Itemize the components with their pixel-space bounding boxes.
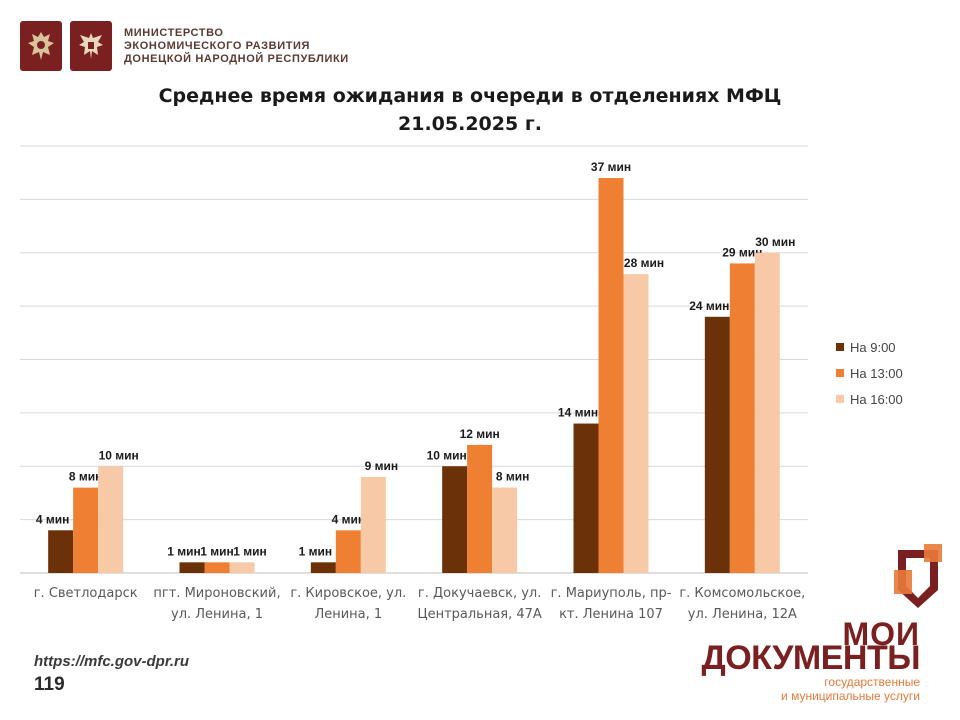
data-label: 4 мин [332,512,366,526]
bar-3-series-1 [310,562,336,573]
bar-1-series-3 [98,466,124,573]
category-label: г. Комсомольское, [679,586,805,601]
ministry-name: МИНИСТЕРСТВО ЭКОНОМИЧЕСКОГО РАЗВИТИЯ ДОН… [124,27,349,66]
category-label: г. Мариуполь, пр- [551,586,672,601]
bar-3-series-2 [335,530,361,573]
legend-label-9: На 9:00 [850,339,896,355]
data-label: 1 мин [233,544,267,558]
data-label: 1 мин [167,544,201,558]
legend: На 9:00 На 13:00 На 16:00 [836,334,903,412]
page-number: 119 [34,674,65,695]
bar-1-series-1 [48,530,74,573]
chart-subtitle: 21.05.2025 г. [398,113,542,135]
category-label: г. Докучаевск, ул. [418,586,541,601]
bar-2-series-3 [229,562,255,573]
category-label: кт. Ленина 107 [559,607,663,622]
data-label: 37 мин [591,160,631,174]
brand-word-dokumenty: ДОКУМЕНТЫ [701,639,920,677]
data-label: 14 мин [558,406,598,420]
legend-item-13: На 13:00 [836,360,903,386]
bar-5-series-1 [573,423,599,573]
legend-swatch-13 [836,369,844,377]
data-label: 30 мин [755,235,795,249]
bar-5-series-2 [598,178,624,573]
bar-3-series-3 [360,476,386,573]
ministry-line-1: МИНИСТЕРСТВО [124,26,224,39]
chart-title-block: Среднее время ожидания в очереди в отдел… [0,82,940,138]
data-label: 28 мин [624,256,664,270]
ministry-line-3: ДОНЕЦКОЙ НАРОДНОЙ РЕСПУБЛИКИ [124,52,349,65]
bar-2-series-1 [179,562,205,573]
website-link[interactable]: https://mfc.gov-dpr.ru [34,653,189,670]
brand-subtitle-1: государственные [824,675,920,689]
bar-5-series-3 [623,274,649,573]
bar-6-series-1 [704,316,730,573]
data-label: 10 мин [427,448,467,462]
data-label: 4 мин [36,512,70,526]
bar-6-series-2 [729,263,755,573]
moi-dokumenty-logo-icon [894,544,942,608]
legend-item-9: На 9:00 [836,334,903,360]
bar-4-series-1 [442,466,468,573]
data-label: 12 мин [460,427,500,441]
category-label: ул. Ленина, 12А [688,607,797,622]
data-label: 1 мин [299,544,333,558]
coat-of-arms-icon [20,21,62,71]
data-label: 24 мин [689,299,729,313]
legend-label-16: На 16:00 [850,391,903,407]
chart-title: Среднее время ожидания в очереди в отдел… [158,85,782,107]
legend-swatch-16 [836,395,844,403]
brand-block: МОИ ДОКУМЕНТЫ государственные и муниципа… [701,540,950,710]
bar-4-series-3 [492,487,518,573]
category-label: г. Светлодарск [34,586,138,601]
data-label: 29 мин [722,245,762,259]
category-label: ул. Ленина, 1 [171,607,263,622]
category-label: Центральная, 47А [417,607,541,622]
ministry-line-2: ЭКОНОМИЧЕСКОГО РАЗВИТИЯ [124,39,311,52]
data-label: 9 мин [365,459,399,473]
brand-word-moi: МОИ [842,616,920,652]
legend-swatch-9 [836,343,844,351]
legend-item-16: На 16:00 [836,386,903,412]
category-label: пгт. Мироновский, [153,586,280,601]
data-label: 8 мин [496,470,530,484]
bar-6-series-3 [754,252,780,573]
bar-1-series-2 [73,487,99,573]
data-label: 8 мин [69,470,103,484]
legend-label-13: На 13:00 [850,365,903,381]
bar-2-series-2 [204,562,230,573]
category-label: Ленина, 1 [314,607,382,622]
bar-4-series-2 [467,444,493,573]
data-label: 1 мин [200,544,234,558]
category-label: г. Кировское, ул. [290,586,406,601]
data-label: 10 мин [99,448,139,462]
brand-subtitle-2: и муниципальные услуги [781,689,920,703]
header: МИНИСТЕРСТВО ЭКОНОМИЧЕСКОГО РАЗВИТИЯ ДОН… [20,20,349,72]
eagle-emblem-icon [70,21,112,71]
